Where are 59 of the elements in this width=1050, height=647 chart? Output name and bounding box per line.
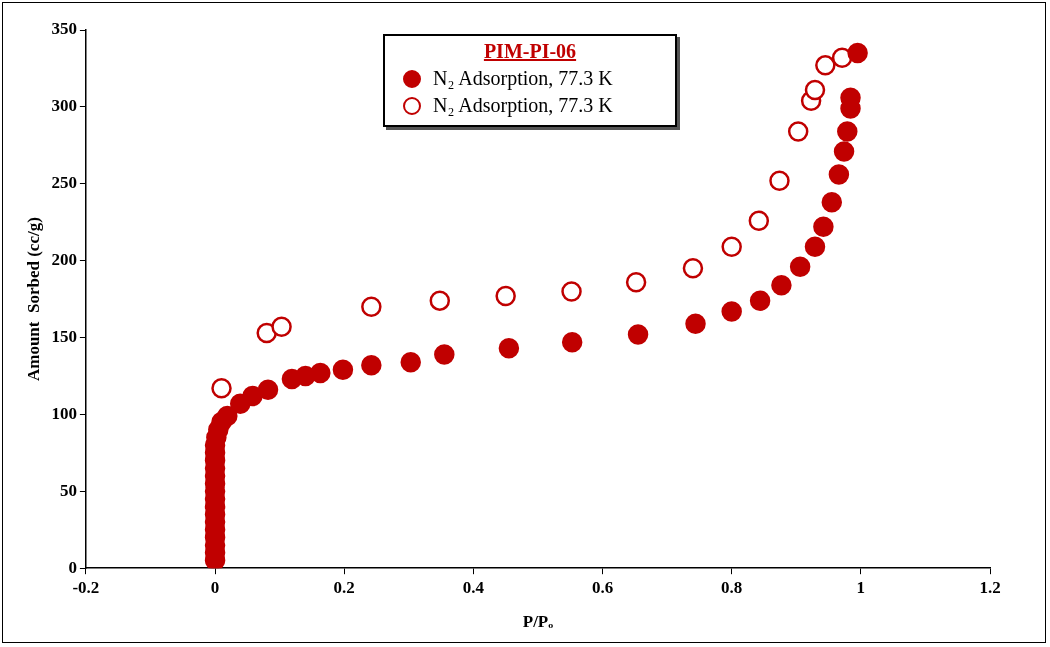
point bbox=[837, 121, 858, 142]
y-tick-label: 350 bbox=[51, 19, 77, 39]
point bbox=[495, 285, 516, 307]
point bbox=[682, 258, 704, 279]
point bbox=[789, 256, 811, 278]
y-tick-label: 0 bbox=[68, 557, 77, 577]
point bbox=[625, 271, 647, 293]
point bbox=[847, 42, 868, 64]
point bbox=[361, 354, 382, 376]
point bbox=[828, 164, 850, 185]
y-tick-label: 50 bbox=[59, 480, 77, 500]
legend-label: N₂ Adsorption, 77.3 K bbox=[433, 94, 613, 117]
y-axis-title: Amount Sorbed (cc/g) bbox=[23, 217, 43, 382]
point bbox=[685, 313, 706, 334]
y-tick-label: 200 bbox=[51, 250, 77, 270]
x-tick-label: 0.2 bbox=[333, 577, 355, 597]
point bbox=[211, 378, 232, 399]
x-tick-label: 1 bbox=[856, 577, 866, 597]
legend-title: PIM-PI-06 bbox=[482, 40, 578, 63]
point bbox=[769, 170, 790, 191]
point bbox=[498, 338, 520, 359]
point bbox=[310, 362, 331, 384]
x-tick-label: -0.2 bbox=[72, 577, 100, 597]
x-tick-label: 1.2 bbox=[979, 577, 1001, 597]
point bbox=[787, 121, 809, 142]
point bbox=[721, 236, 742, 258]
point bbox=[815, 55, 836, 76]
point bbox=[813, 216, 834, 238]
point bbox=[242, 385, 263, 407]
legend-label: N₂ Adsorption, 77.3 K bbox=[433, 67, 613, 90]
point bbox=[749, 290, 771, 311]
x-tick-label: 0.4 bbox=[462, 577, 485, 597]
y-tick-label: 250 bbox=[51, 173, 77, 193]
point bbox=[821, 191, 843, 213]
point bbox=[271, 316, 292, 338]
y-tick-label: 150 bbox=[51, 326, 77, 346]
y-tick-label: 100 bbox=[51, 403, 77, 423]
point bbox=[804, 79, 826, 101]
x-tick-label: 0.6 bbox=[591, 577, 614, 597]
point bbox=[257, 379, 279, 401]
y-tick-label: 300 bbox=[51, 96, 77, 116]
point bbox=[332, 359, 354, 381]
point bbox=[217, 405, 238, 427]
point bbox=[627, 324, 649, 345]
x-tick-label: 0 bbox=[210, 577, 220, 597]
point bbox=[429, 290, 451, 311]
point bbox=[831, 47, 853, 68]
point bbox=[721, 301, 742, 322]
point bbox=[771, 275, 792, 296]
x-tick-label: 0.8 bbox=[721, 577, 743, 597]
point bbox=[748, 210, 770, 231]
point bbox=[361, 296, 382, 318]
point bbox=[833, 141, 855, 162]
point bbox=[804, 236, 826, 258]
point bbox=[400, 351, 421, 373]
x-axis-title: P/Pₒ bbox=[522, 612, 554, 632]
point bbox=[434, 344, 455, 365]
point bbox=[561, 281, 582, 302]
point bbox=[561, 331, 583, 353]
